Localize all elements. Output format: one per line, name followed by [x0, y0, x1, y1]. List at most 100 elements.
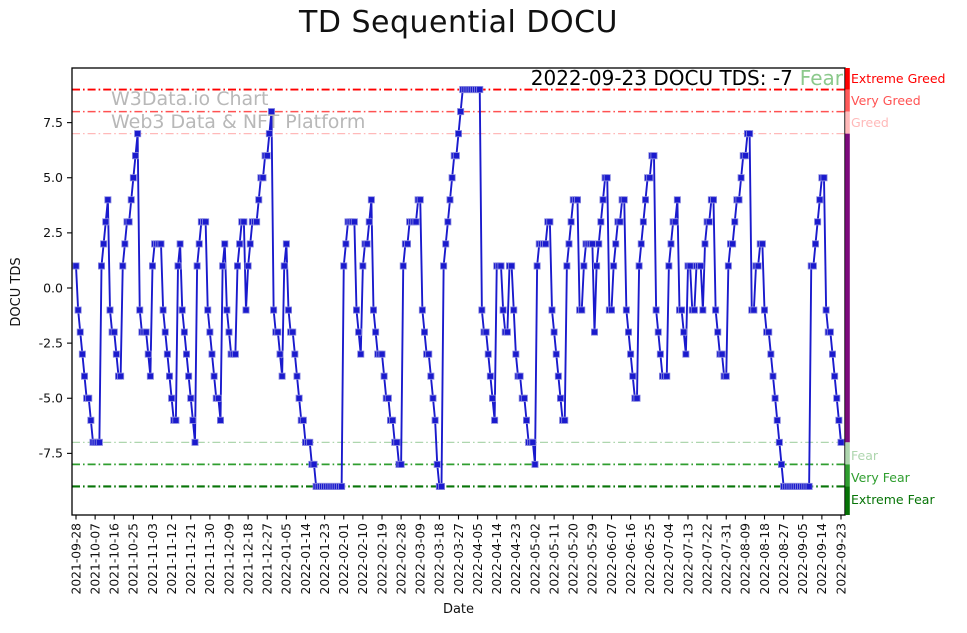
data-point-marker — [359, 262, 367, 270]
data-point-marker — [104, 196, 112, 204]
data-point-marker — [295, 394, 303, 402]
x-tick-label: 2021-11-12 — [165, 523, 179, 594]
data-point-marker — [833, 394, 841, 402]
data-point-marker — [633, 394, 641, 402]
threshold-label-very-greed: Very Greed — [851, 92, 921, 108]
sentiment-bar-segment — [845, 89, 850, 112]
data-point-marker — [221, 240, 229, 248]
data-point-marker — [533, 262, 541, 270]
data-point-marker — [478, 306, 486, 314]
data-point-marker — [165, 372, 173, 380]
data-point-marker — [591, 328, 599, 336]
x-tick-label: 2022-09-14 — [815, 523, 829, 595]
data-point-marker — [603, 174, 611, 182]
data-point-marker — [263, 152, 271, 160]
data-point-marker — [210, 372, 218, 380]
data-point-marker — [567, 218, 575, 226]
data-point-marker — [656, 350, 664, 358]
x-tick-label: 2021-10-07 — [88, 523, 102, 594]
data-point-marker — [425, 350, 433, 358]
x-tick-label: 2022-02-10 — [356, 523, 370, 594]
data-point-marker — [529, 438, 537, 446]
data-point-marker — [204, 306, 212, 314]
data-point-marker — [246, 240, 254, 248]
data-point-marker — [355, 328, 363, 336]
data-point-marker — [363, 240, 371, 248]
data-point-marker — [778, 460, 786, 468]
data-point-marker — [714, 328, 722, 336]
data-point-marker — [612, 240, 620, 248]
data-point-marker — [399, 262, 407, 270]
x-tick-label: 2021-10-16 — [108, 523, 122, 595]
data-point-marker — [820, 174, 828, 182]
data-point-marker — [758, 240, 766, 248]
data-point-marker — [225, 328, 233, 336]
data-point-marker — [523, 416, 531, 424]
data-point-marker — [593, 262, 601, 270]
x-tick-label: 2022-05-20 — [567, 523, 581, 594]
data-point-marker — [110, 328, 118, 336]
data-point-marker — [552, 350, 560, 358]
data-point-marker — [652, 306, 660, 314]
data-point-marker — [178, 306, 186, 314]
y-tick-label: 5.0 — [43, 170, 63, 185]
sentiment-color-bar — [845, 68, 850, 515]
data-point-marker — [673, 196, 681, 204]
data-point-marker — [565, 240, 573, 248]
data-point-marker — [637, 240, 645, 248]
data-point-marker — [403, 240, 411, 248]
data-point-marker — [276, 350, 284, 358]
x-tick-label: 2022-02-28 — [394, 523, 408, 594]
annotation-status: Fear — [799, 66, 843, 90]
x-tick-label: 2022-08-09 — [739, 523, 753, 594]
data-point-marker — [550, 328, 558, 336]
data-point-marker — [127, 196, 135, 204]
data-point-marker — [497, 262, 505, 270]
data-point-marker — [342, 240, 350, 248]
data-point-marker — [131, 152, 139, 160]
data-point-marker — [737, 174, 745, 182]
data-point-marker — [508, 262, 516, 270]
data-point-marker — [557, 394, 565, 402]
data-point-marker — [367, 196, 375, 204]
data-point-marker — [620, 196, 628, 204]
data-point-marker — [561, 416, 569, 424]
data-point-marker — [701, 240, 709, 248]
data-point-marker — [635, 262, 643, 270]
sentiment-bar-segment — [845, 486, 850, 515]
data-point-marker — [418, 306, 426, 314]
data-point-marker — [189, 416, 197, 424]
data-point-marker — [488, 394, 496, 402]
data-point-marker — [380, 372, 388, 380]
data-point-marker — [831, 372, 839, 380]
data-point-marker — [255, 196, 263, 204]
data-point-marker — [516, 372, 524, 380]
x-tick-label: 2022-07-31 — [720, 523, 734, 594]
data-point-marker — [129, 174, 137, 182]
data-point-marker — [722, 372, 730, 380]
data-point-marker — [499, 306, 507, 314]
data-point-marker — [775, 438, 783, 446]
data-point-marker — [705, 218, 713, 226]
x-tick-label: 2022-08-18 — [758, 523, 772, 594]
data-point-marker — [457, 108, 465, 116]
data-point-marker — [654, 328, 662, 336]
x-tick-label: 2022-06-07 — [605, 523, 619, 594]
x-tick-label: 2022-02-19 — [375, 523, 389, 594]
data-point-marker — [231, 350, 239, 358]
data-point-marker — [622, 306, 630, 314]
data-point-marker — [574, 196, 582, 204]
data-point-marker — [270, 306, 278, 314]
data-point-marker — [102, 218, 110, 226]
x-tick-label: 2022-08-27 — [777, 523, 791, 594]
x-tick-label: 2022-05-11 — [547, 523, 561, 594]
y-tick-label: 7.5 — [43, 115, 63, 130]
data-point-marker — [686, 262, 694, 270]
threshold-label-very-fear: Very Fear — [851, 470, 910, 486]
data-point-marker — [771, 394, 779, 402]
threshold-label-fear: Fear — [851, 448, 878, 464]
data-point-marker — [678, 306, 686, 314]
data-point-marker — [350, 218, 358, 226]
